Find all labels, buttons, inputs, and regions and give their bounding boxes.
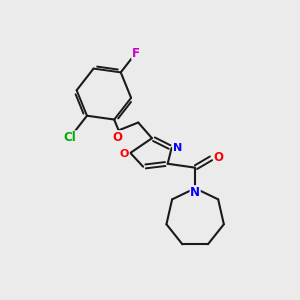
Text: F: F (132, 46, 140, 59)
Text: N: N (173, 143, 182, 153)
Text: O: O (120, 149, 129, 159)
Text: O: O (214, 152, 224, 164)
Text: Cl: Cl (64, 131, 76, 144)
Text: O: O (112, 131, 123, 144)
Text: N: N (190, 186, 200, 199)
